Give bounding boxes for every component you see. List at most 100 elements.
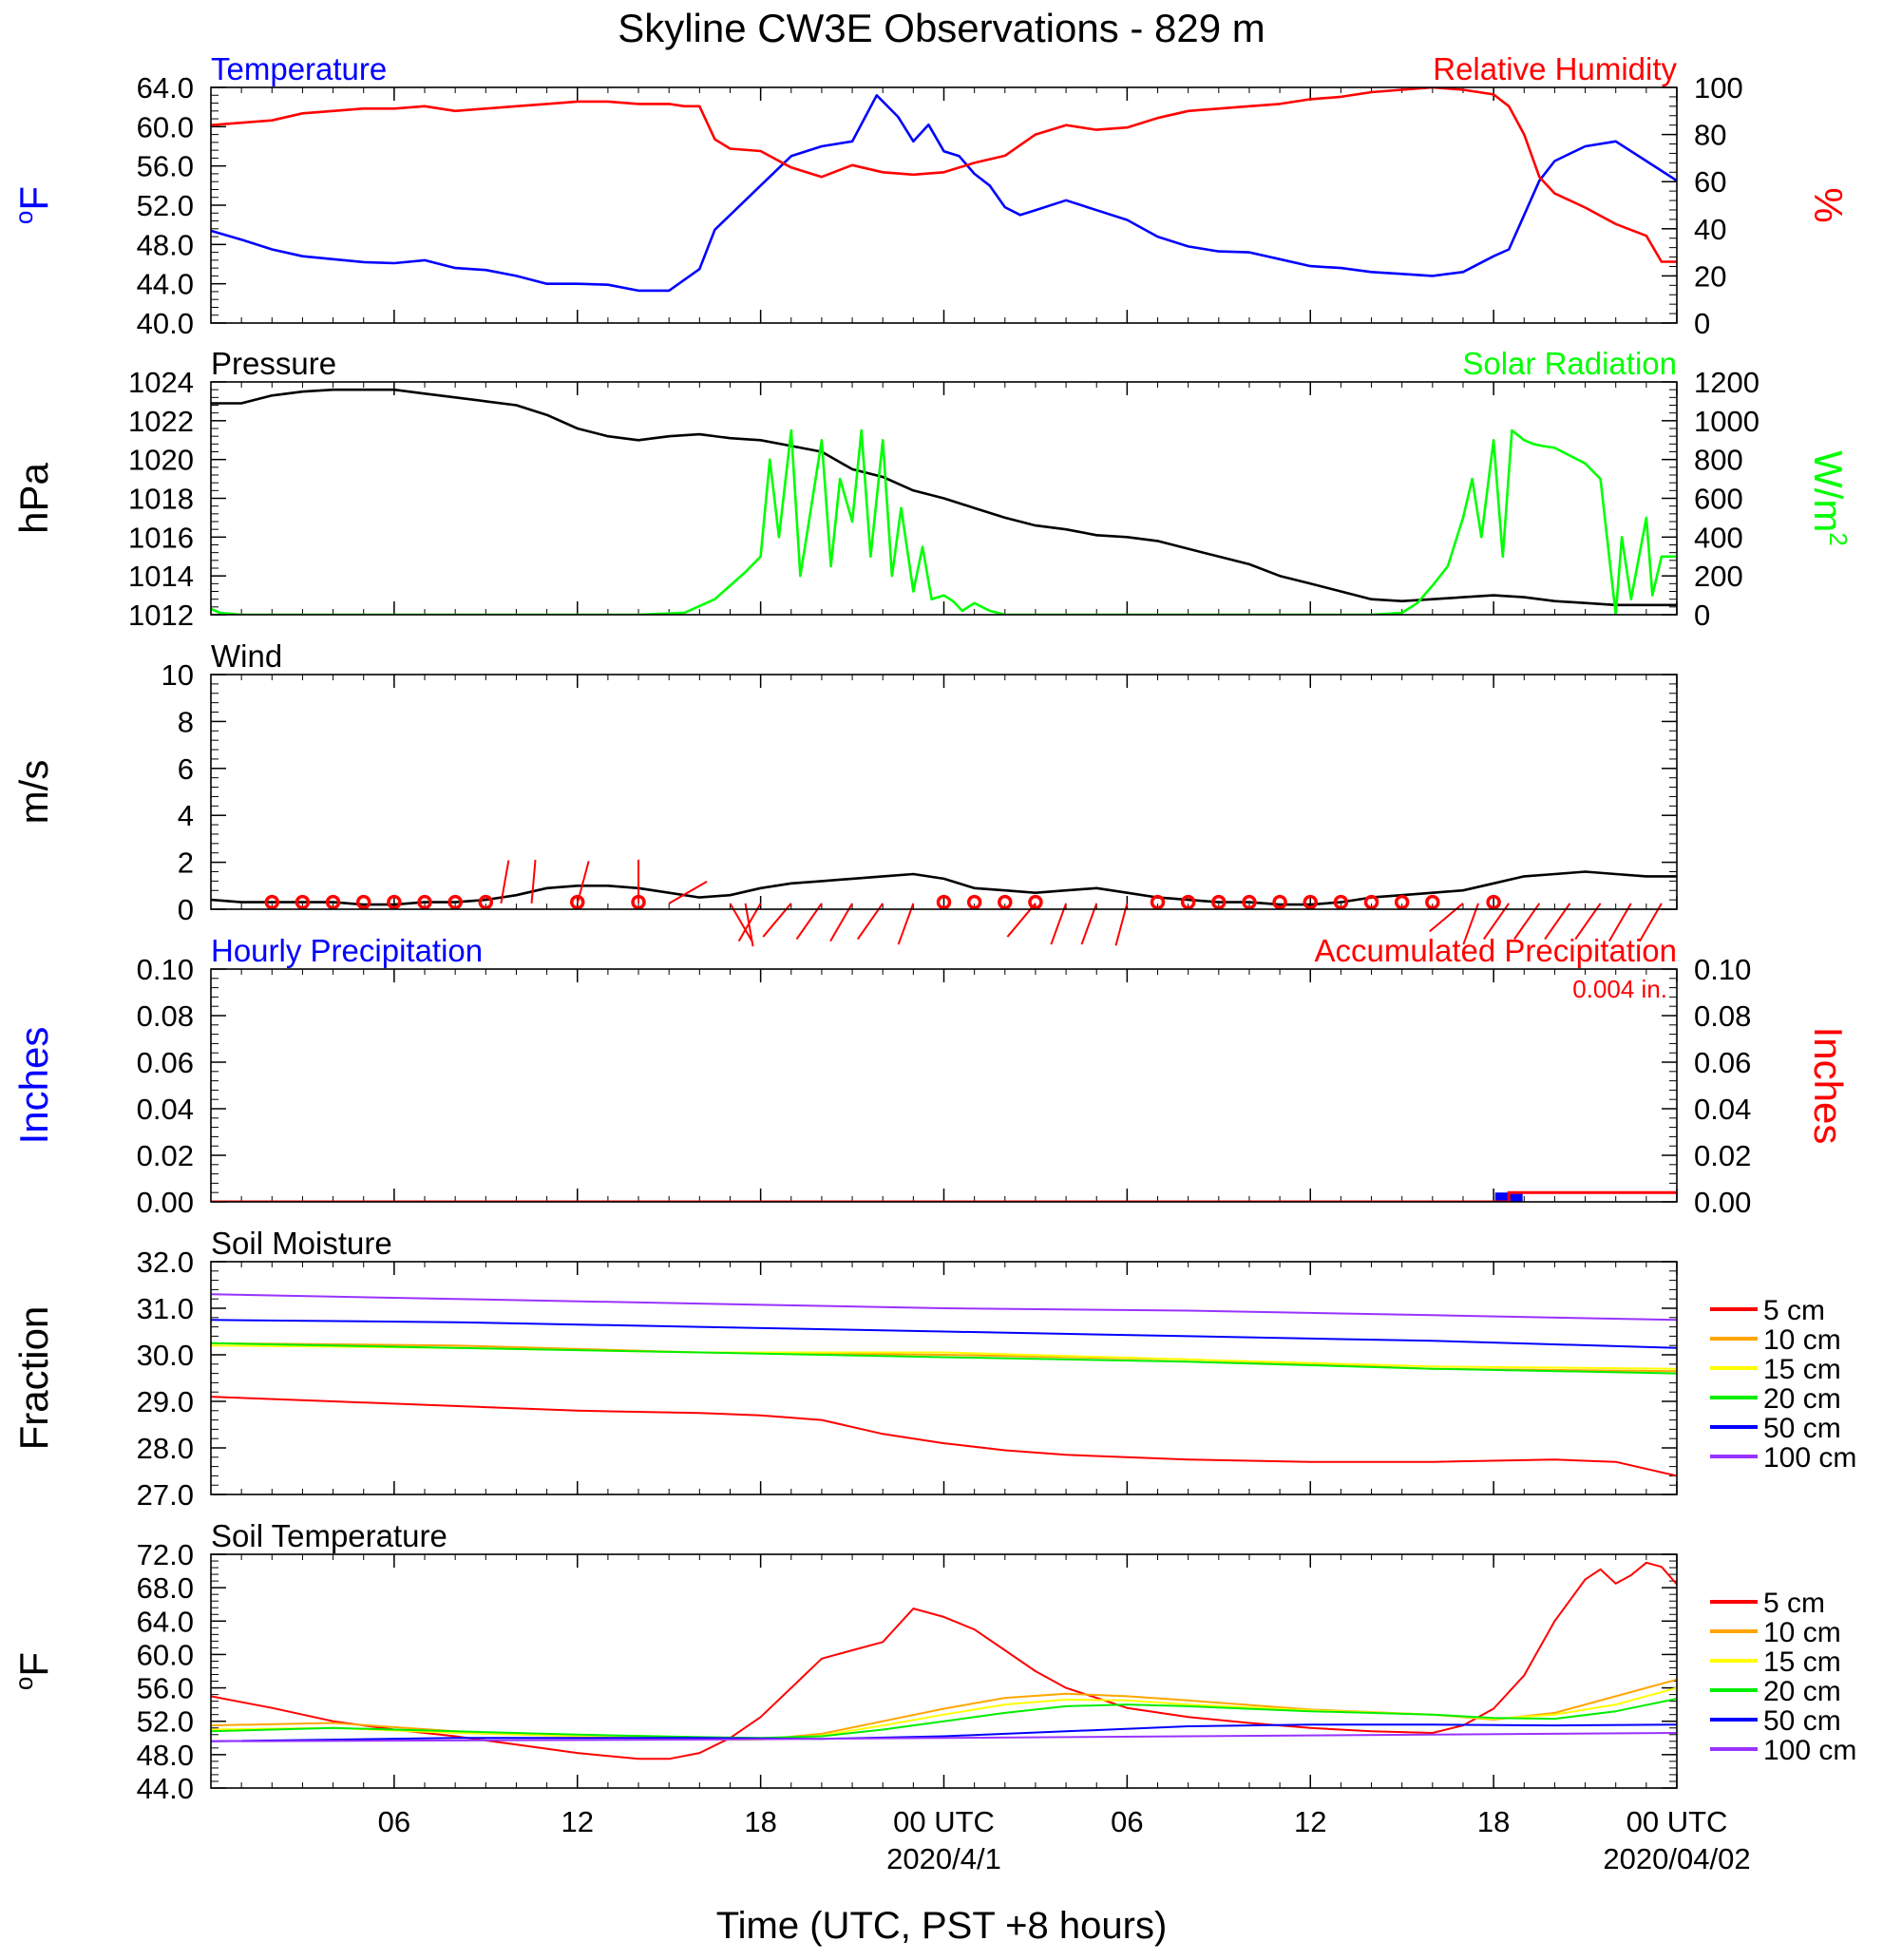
calm-wind-circle: [570, 894, 585, 910]
minor-ticks: [210, 1553, 1678, 1789]
left-tick-label: 1016: [128, 521, 194, 554]
series-temperature: [211, 94, 1677, 293]
panel-left-title: Wind: [211, 638, 282, 674]
x-tick-label: 12: [561, 1805, 594, 1838]
calm-wind-circle: [1028, 894, 1043, 910]
legend-label: 20 cm: [1763, 1383, 1841, 1415]
x-date-label: 2020/4/1: [886, 1842, 1001, 1875]
wind-barb: [762, 903, 792, 938]
legend-label: 5 cm: [1763, 1588, 1825, 1619]
legend-label: 10 cm: [1763, 1324, 1841, 1356]
degree-sup: o: [10, 1677, 38, 1690]
panel-precip: 0.00 0.02 0.04 0.06 0.08 0.10 0.00 0.02 0.04 0.06…: [11, 933, 1851, 1219]
series-100-cm: [211, 1293, 1677, 1322]
left-tick-label: 1012: [128, 599, 194, 632]
calm-wind-circle: [417, 894, 432, 910]
left-tick-label: 44.0: [137, 1772, 194, 1805]
left-tick-label: 2: [178, 847, 194, 880]
panel-left-title: Temperature: [211, 51, 387, 86]
right-tick-label: 80: [1694, 119, 1726, 152]
x-axis: 06 12 18 00 UTC 2020/4/1 06 12 18 00 UTC 2020/04/…: [378, 1805, 1751, 1875]
series-50-cm: [211, 1723, 1677, 1742]
legend-label: 20 cm: [1763, 1676, 1841, 1707]
degree-sup: o: [10, 211, 38, 224]
legend-label: 15 cm: [1763, 1354, 1841, 1385]
unit-sup: 2: [1824, 532, 1853, 545]
legend-label: 50 cm: [1763, 1413, 1841, 1444]
legend-label: 15 cm: [1763, 1646, 1841, 1678]
left-tick-label: 72.0: [137, 1538, 194, 1571]
calm-wind-circle: [1272, 894, 1287, 910]
panel-right-title: Solar Radiation: [1462, 346, 1677, 381]
calm-wind-circle: [1333, 894, 1349, 910]
left-tick-label: 60.0: [137, 110, 194, 143]
right-tick-label: 20: [1694, 259, 1726, 293]
right-tick-label: 1000: [1694, 405, 1759, 438]
left-tick-label: 0: [178, 893, 194, 926]
series-50-cm: [211, 1319, 1677, 1349]
calm-wind-circle: [355, 894, 371, 910]
calm-wind-circle: [387, 894, 402, 910]
x-tick-label: 18: [744, 1805, 776, 1838]
wind-barb: [1462, 903, 1479, 945]
left-tick-label: 27.0: [137, 1478, 194, 1512]
chart-title: Skyline CW3E Observations - 829 m: [618, 6, 1265, 50]
left-axis-label: oF: [10, 1652, 56, 1690]
wind-barb: [897, 903, 915, 945]
data-layer: [211, 1190, 1677, 1202]
calm-wind-circle: [1242, 894, 1257, 910]
panel-temp_rh: 40.0 44.0 48.0 52.0 56.0 60.0 64.0 0 20 40 60 80 100…: [10, 51, 1851, 340]
panel-right-title: Accumulated Precipitation: [1314, 933, 1677, 968]
panel-soil_moisture: 27.0 28.0 29.0 30.0 31.0 32.0 Soil Moisture Fra…: [11, 1226, 1856, 1512]
unit-f: F: [11, 186, 56, 211]
left-tick-label: 40.0: [137, 307, 194, 340]
calm-wind-circle: [447, 894, 463, 910]
left-tick-label: 52.0: [137, 189, 194, 222]
left-tick-label: 0.08: [137, 999, 194, 1033]
wind-barb: [1050, 903, 1068, 945]
series-20-cm: [211, 1698, 1677, 1740]
calm-wind-circle: [264, 894, 280, 910]
calm-wind-circle: [1394, 894, 1410, 910]
panel-left-title: Soil Moisture: [211, 1226, 392, 1261]
right-axis-label: W/m2: [1806, 450, 1853, 546]
wind-barb: [1006, 903, 1037, 938]
left-tick-label: 10: [162, 658, 194, 692]
left-tick-label: 30.0: [137, 1339, 194, 1372]
left-tick-label: 1022: [128, 405, 194, 438]
left-tick-label: 64.0: [137, 1605, 194, 1638]
panel-frame: [210, 968, 1678, 1203]
panel-frame: [210, 86, 1678, 324]
left-tick-label: 48.0: [137, 228, 194, 261]
x-tick-label: 00 UTC: [893, 1805, 995, 1838]
calm-wind-circle: [1363, 894, 1379, 910]
left-tick-label: 52.0: [137, 1705, 194, 1739]
legend-label: 5 cm: [1763, 1295, 1825, 1326]
series-100-cm: [211, 1732, 1677, 1742]
x-tick-label: 12: [1294, 1805, 1326, 1838]
left-axis-label: Inches: [11, 1027, 56, 1145]
precip-total-annotation: 0.004 in.: [1572, 975, 1667, 1003]
calm-wind-circle: [966, 894, 982, 910]
wind-barb: [1114, 903, 1129, 946]
calm-wind-circle: [1211, 894, 1227, 910]
data-layer: [211, 1561, 1677, 1760]
left-tick-label: 32.0: [137, 1246, 194, 1279]
minor-ticks: [210, 1261, 1678, 1495]
panel-frame: [210, 674, 1678, 910]
left-tick-label: 0.10: [137, 953, 194, 986]
left-tick-label: 31.0: [137, 1292, 194, 1325]
left-axis-label: hPa: [11, 462, 56, 533]
legend-label: 100 cm: [1763, 1442, 1856, 1474]
panel-soil_temp: 44.048.052.056.060.064.068.072.0 Soil Tem…: [10, 1518, 1856, 1805]
left-tick-label: 4: [178, 799, 194, 832]
left-tick-label: 68.0: [137, 1571, 194, 1605]
series-wind: [211, 870, 1677, 906]
data-layer: [211, 87, 1677, 293]
series-15-cm: [211, 1686, 1677, 1741]
panel-pressure_solar: 1012 1014 1016 1018 1020 1022 1024 0 200 400 600 80…: [11, 346, 1853, 632]
left-tick-label: 0.04: [137, 1093, 194, 1126]
